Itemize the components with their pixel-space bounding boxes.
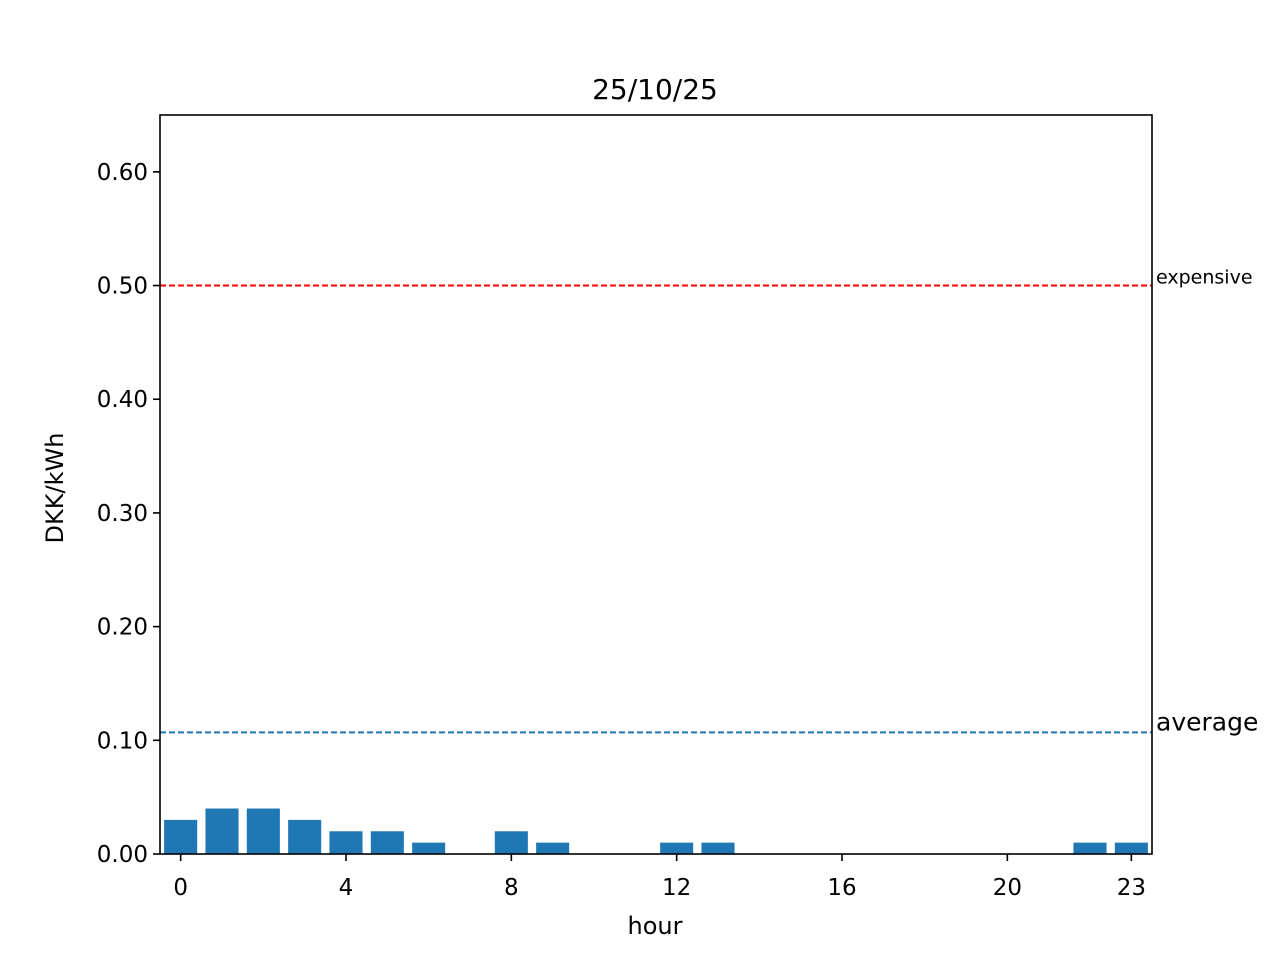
bar-hour-6 <box>412 842 446 854</box>
bar-hour-5 <box>370 831 404 854</box>
x-tick-label: 0 <box>173 875 188 901</box>
bar-hour-13 <box>701 842 735 854</box>
y-tick-label: 0.40 <box>97 387 148 413</box>
reference-label-average: average <box>1156 707 1258 736</box>
y-tick-label: 0.10 <box>97 728 148 754</box>
bar-hour-4 <box>329 831 363 854</box>
x-tick-label: 4 <box>339 875 354 901</box>
reference-label-expensive: expensive <box>1156 267 1253 289</box>
bar-hour-3 <box>288 819 322 854</box>
y-axis-ticks: 0.00 0.10 0.20 0.30 0.40 0.50 0.60 <box>97 160 160 868</box>
y-tick-label: 0.20 <box>97 615 148 641</box>
bar-hour-9 <box>536 842 570 854</box>
chart-title: 25/10/25 <box>592 73 718 106</box>
x-tick-label: 20 <box>993 875 1022 901</box>
y-tick-label: 0.50 <box>97 274 148 300</box>
x-axis-ticks: 0 4 8 12 16 20 23 <box>173 854 1146 901</box>
plot-frame <box>159 114 1153 855</box>
reference-lines: expensive average <box>160 267 1258 736</box>
y-axis-label: DKK/kWh <box>41 433 69 544</box>
x-tick-label: 16 <box>827 875 856 901</box>
y-tick-label: 0.60 <box>97 160 148 186</box>
bars-group <box>164 808 1148 854</box>
bar-hour-22 <box>1073 842 1107 854</box>
bar-hour-12 <box>660 842 694 854</box>
y-tick-label: 0.30 <box>97 501 148 527</box>
bar-hour-1 <box>205 808 239 854</box>
y-tick-label: 0.00 <box>97 842 148 868</box>
x-tick-label: 12 <box>662 875 691 901</box>
bar-hour-2 <box>246 808 280 854</box>
bar-hour-8 <box>494 831 528 854</box>
x-tick-label: 23 <box>1117 875 1146 901</box>
bar-hour-0 <box>164 819 198 854</box>
x-tick-label: 8 <box>504 875 519 901</box>
bar-hour-23 <box>1114 842 1148 854</box>
x-axis-label: hour <box>628 912 683 940</box>
